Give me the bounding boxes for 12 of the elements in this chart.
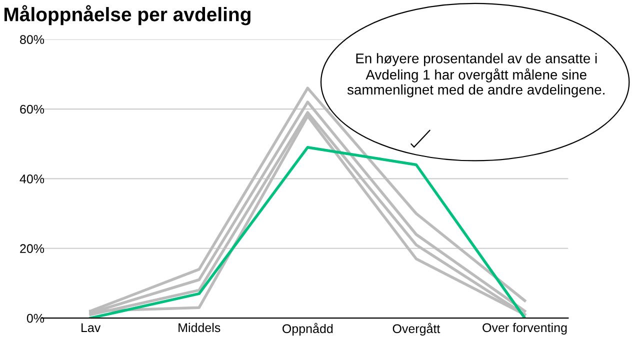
y-tick-label: 60%: [20, 104, 44, 114]
x-tick-label: Oppnådd: [282, 322, 333, 336]
chart-title: Måloppnåelse per avdeling: [4, 5, 250, 26]
x-tick-label: Over forventing: [482, 322, 567, 335]
x-tick-label: Lav: [82, 323, 101, 332]
y-tick-label: 20%: [20, 244, 44, 254]
y-tick-label: 0%: [26, 314, 44, 323]
annotation: En høyere prosentandel av de ansatte i Avdeling 1 har overgått målene sine sammenlignet med de andre avdelingene.: [347, 53, 604, 98]
y-tick-label: 80%: [20, 35, 44, 44]
x-tick-label: Middels: [178, 322, 220, 332]
y-tick-label: 40%: [20, 174, 44, 184]
x-tick-label: Overgått: [392, 322, 440, 336]
